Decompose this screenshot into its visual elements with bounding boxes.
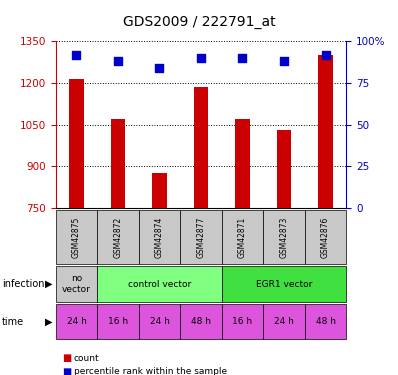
Text: 24 h: 24 h	[66, 317, 86, 326]
Text: 48 h: 48 h	[191, 317, 211, 326]
Bar	[111, 119, 125, 208]
Text: 24 h: 24 h	[150, 317, 170, 326]
Bar	[222, 304, 263, 339]
Text: GSM42871: GSM42871	[238, 217, 247, 258]
Bar	[97, 304, 139, 339]
Bar	[56, 210, 97, 264]
Text: count: count	[74, 354, 99, 363]
Text: 16 h: 16 h	[108, 317, 128, 326]
Text: 16 h: 16 h	[232, 317, 253, 326]
Text: GSM42877: GSM42877	[197, 216, 205, 258]
Bar	[180, 304, 222, 339]
Text: ■: ■	[62, 353, 71, 363]
Point	[198, 55, 204, 61]
Text: GSM42876: GSM42876	[321, 216, 330, 258]
Bar	[97, 210, 139, 264]
Bar	[56, 266, 97, 302]
Text: ■: ■	[62, 367, 71, 375]
Text: ▶: ▶	[45, 279, 52, 289]
Bar	[277, 130, 291, 208]
Bar	[97, 266, 222, 302]
Bar	[305, 210, 346, 264]
Bar	[194, 87, 208, 208]
Text: GSM42872: GSM42872	[113, 217, 123, 258]
Point	[239, 55, 246, 61]
Text: GSM42873: GSM42873	[279, 216, 289, 258]
Bar	[263, 210, 305, 264]
Bar	[235, 118, 250, 208]
Text: infection: infection	[2, 279, 45, 289]
Bar	[180, 210, 222, 264]
Text: EGR1 vector: EGR1 vector	[256, 280, 312, 289]
Bar	[69, 79, 84, 208]
Text: GDS2009 / 222791_at: GDS2009 / 222791_at	[123, 15, 275, 29]
Point	[156, 65, 163, 71]
Text: GSM42875: GSM42875	[72, 216, 81, 258]
Text: 48 h: 48 h	[316, 317, 336, 326]
Bar	[305, 304, 346, 339]
Bar	[222, 210, 263, 264]
Point	[322, 52, 329, 58]
Text: ▶: ▶	[45, 316, 52, 327]
Bar	[56, 304, 97, 339]
Bar	[152, 172, 167, 208]
Text: 24 h: 24 h	[274, 317, 294, 326]
Text: percentile rank within the sample: percentile rank within the sample	[74, 368, 227, 375]
Bar	[318, 55, 333, 208]
Point	[73, 52, 80, 58]
Bar	[222, 266, 346, 302]
Text: no
vector: no vector	[62, 274, 91, 294]
Text: control vector: control vector	[128, 280, 191, 289]
Text: GSM42874: GSM42874	[155, 216, 164, 258]
Bar	[139, 304, 180, 339]
Bar	[139, 210, 180, 264]
Point	[281, 58, 287, 64]
Text: time: time	[2, 316, 24, 327]
Bar	[263, 304, 305, 339]
Point	[115, 58, 121, 64]
